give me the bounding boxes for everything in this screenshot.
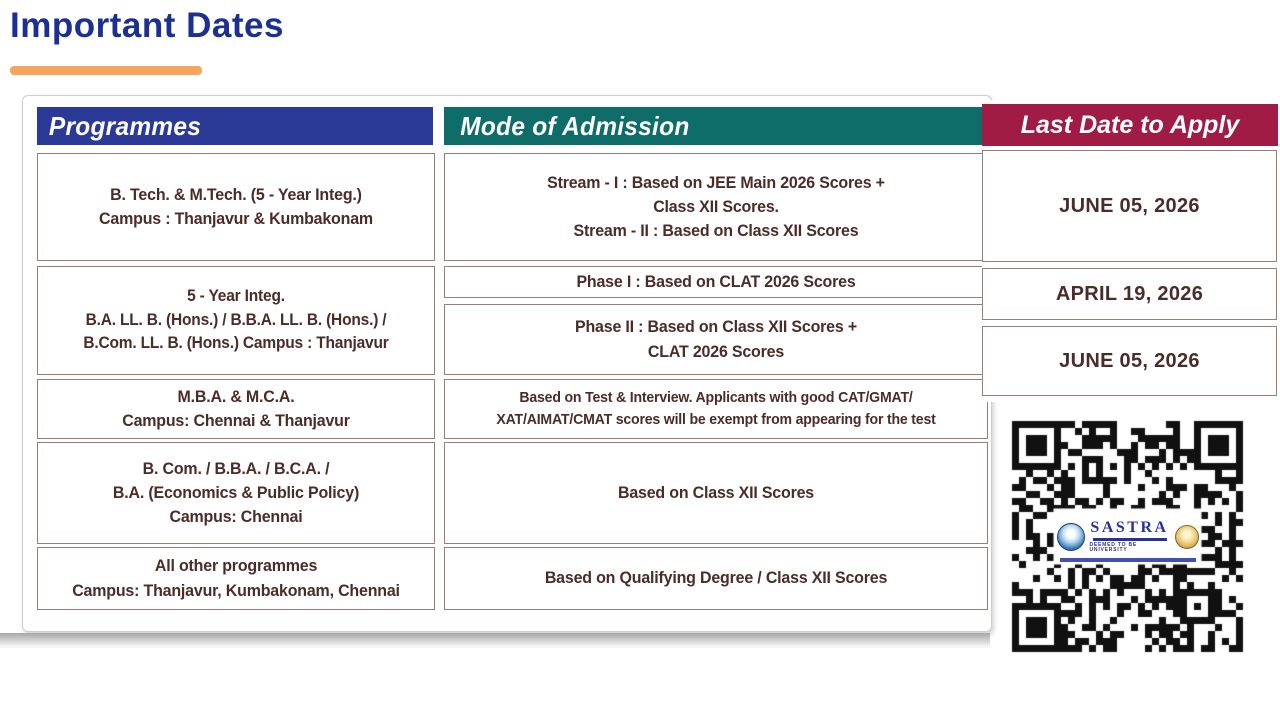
text-line: Based on Qualifying Degree / Class XII S… <box>544 568 888 588</box>
text-line: B.A. (Economics & Public Policy) <box>112 482 360 502</box>
text-line: XAT/AIMAT/CMAT scores will be exempt fro… <box>496 411 936 428</box>
mode-cell-other: Based on Qualifying Degree / Class XII S… <box>444 547 988 610</box>
programme-cell-law: 5 - Year Integ. B.A. LL. B. (Hons.) / B.… <box>37 266 435 375</box>
text-line: B. Tech. & M.Tech. (5 - Year Integ.) <box>110 184 362 204</box>
mode-cell-mba-mca: Based on Test & Interview. Applicants wi… <box>444 379 988 439</box>
text-line: Campus : Thanjavur & Kumbakonam <box>99 209 373 228</box>
column-header-last-date: Last Date to Apply <box>982 104 1278 146</box>
sastra-divider-bar <box>1092 538 1167 541</box>
column-header-mode-label: Mode of Admission <box>460 110 690 141</box>
column-header-mode-of-admission: Mode of Admission <box>444 107 986 145</box>
text-line: Campus: Thanjavur, Kumbakonam, Chennai <box>72 580 400 600</box>
sastra-wordmark-block: SASTRA DEEMED TO BE UNIVERSITY <box>1090 520 1170 553</box>
qr-code: SASTRA DEEMED TO BE UNIVERSITY <box>1004 413 1251 660</box>
programme-cell-other: All other programmes Campus: Thanjavur, … <box>37 547 435 610</box>
text-line: Campus: Chennai <box>169 507 303 527</box>
date-value: JUNE 05, 2026 <box>1059 194 1200 217</box>
last-date-cell-1: JUNE 05, 2026 <box>982 150 1277 262</box>
text-line: Based on Class XII Scores <box>617 482 815 502</box>
mode-cell-law-phase2: Phase II : Based on Class XII Scores + C… <box>444 304 988 375</box>
admissions-table: Programmes Mode of Admission B. Tech. & … <box>22 95 992 632</box>
text-line: Campus: Chennai & Thanjavur <box>122 411 350 430</box>
text-line: B.A. LL. B. (Hons.) / B.B.A. LL. B. (Hon… <box>85 310 387 329</box>
text-line: B.Com. LL. B. (Hons.) Campus : Thanjavur <box>83 334 389 353</box>
last-date-cell-3: JUNE 05, 2026 <box>982 326 1277 396</box>
text-line: Phase II : Based on Class XII Scores + <box>575 317 857 337</box>
sastra-logo-strip <box>1059 557 1196 562</box>
title-underline <box>10 66 202 75</box>
text-line: Class XII Scores. <box>653 196 779 216</box>
last-date-cell-2: APRIL 19, 2026 <box>982 268 1277 320</box>
mode-cell-btech: Stream - I : Based on JEE Main 2026 Scor… <box>444 153 988 261</box>
programme-cell-bcom: B. Com. / B.B.A. / B.C.A. / B.A. (Econom… <box>37 442 435 544</box>
sastra-logo: SASTRA DEEMED TO BE UNIVERSITY <box>1056 510 1199 563</box>
university-seal-icon <box>1174 524 1199 549</box>
text-line: 5 - Year Integ. <box>187 287 285 306</box>
date-value: APRIL 19, 2026 <box>1055 282 1204 305</box>
text-line: B. Com. / B.B.A. / B.C.A. / <box>142 458 330 478</box>
column-header-programmes: Programmes <box>37 107 433 145</box>
text-line: M.B.A. & M.C.A. <box>177 386 295 406</box>
text-line: CLAT 2026 Scores <box>647 341 785 361</box>
last-date-panel: Last Date to Apply JUNE 05, 2026 APRIL 1… <box>982 100 1278 402</box>
programme-cell-btech: B. Tech. & M.Tech. (5 - Year Integ.) Cam… <box>37 153 435 261</box>
text-line: Phase I : Based on CLAT 2026 Scores <box>576 271 856 291</box>
column-header-last-date-label: Last Date to Apply <box>1020 110 1240 139</box>
sastra-subtitle: DEEMED TO BE UNIVERSITY <box>1089 542 1138 553</box>
mode-cell-bcom: Based on Class XII Scores <box>444 442 988 544</box>
page-title: Important Dates <box>10 6 284 45</box>
text-line: Based on Test & Interview. Applicants wi… <box>519 388 913 406</box>
date-value: JUNE 05, 2026 <box>1059 349 1200 372</box>
sastra-emblem-icon <box>1056 522 1085 551</box>
text-line: Stream - II : Based on Class XII Scores <box>573 221 859 241</box>
sastra-wordmark: SASTRA <box>1090 519 1169 536</box>
slide-shadow <box>0 633 990 648</box>
mode-cell-law-phase1: Phase I : Based on CLAT 2026 Scores <box>444 266 988 298</box>
text-line: All other programmes <box>154 556 318 576</box>
text-line: Stream - I : Based on JEE Main 2026 Scor… <box>547 172 885 192</box>
column-header-programmes-label: Programmes <box>48 110 202 141</box>
programme-cell-mba-mca: M.B.A. & M.C.A. Campus: Chennai & Thanja… <box>37 379 435 439</box>
